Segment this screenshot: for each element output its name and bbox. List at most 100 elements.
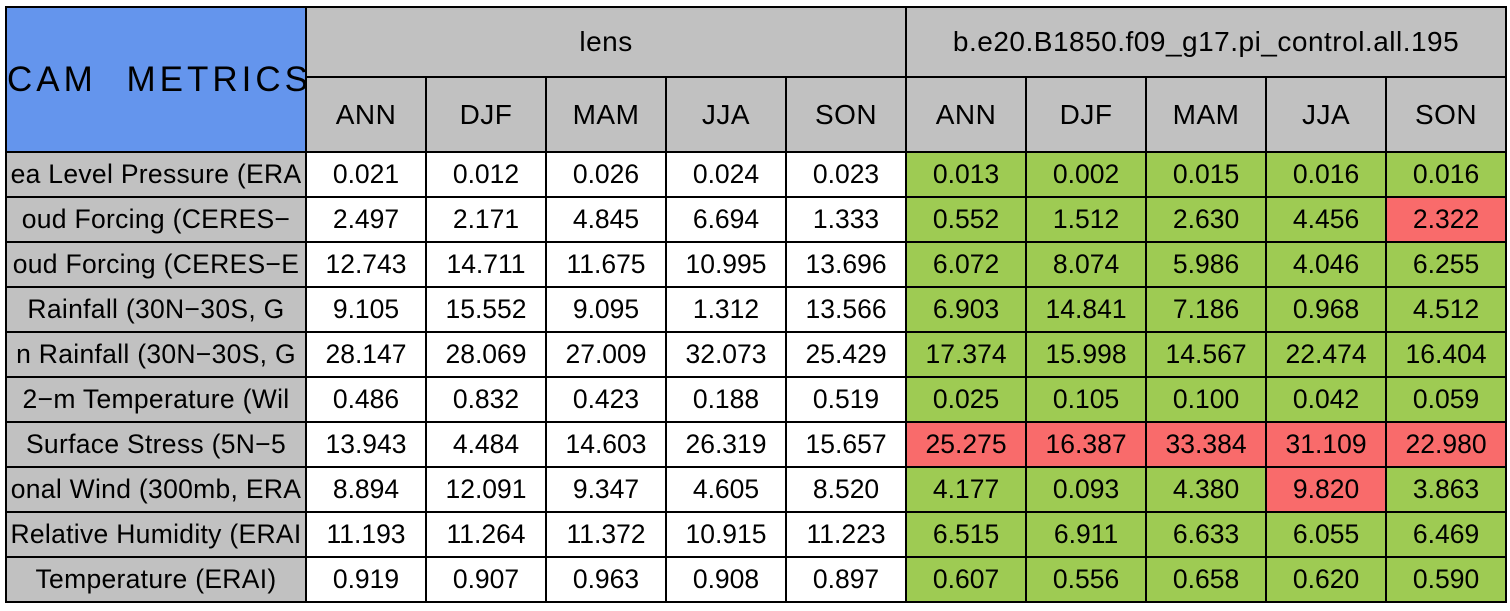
control-value-cell: 25.275 bbox=[905, 421, 1028, 468]
lens-value-cell: 27.009 bbox=[545, 331, 667, 378]
lens-value-cell: 0.907 bbox=[425, 556, 547, 603]
metric-row: oud Forcing (CERES− 2.497 2.171 4.845 6.… bbox=[5, 196, 1508, 243]
metric-row: 2−m Temperature (Wil 0.486 0.832 0.423 0… bbox=[5, 376, 1508, 423]
metric-row: onal Wind (300mb, ERA 8.894 12.091 9.347… bbox=[5, 466, 1508, 513]
lens-value-cell: 11.264 bbox=[425, 511, 547, 558]
metric-row: n Rainfall (30N−30S, G 28.147 28.069 27.… bbox=[5, 331, 1508, 378]
control-value-cell: 6.903 bbox=[905, 286, 1028, 333]
control-value-cell: 0.025 bbox=[905, 376, 1028, 423]
metric-row: Relative Humidity (ERAI 11.193 11.264 11… bbox=[5, 511, 1508, 558]
lens-value-cell: 12.091 bbox=[425, 466, 547, 513]
lens-value-cell: 13.566 bbox=[784, 286, 908, 333]
control-value-cell: 6.072 bbox=[905, 241, 1028, 288]
season-header-lens-ann: ANN bbox=[305, 76, 427, 153]
lens-value-cell: 2.171 bbox=[425, 196, 547, 243]
season-header-control-son: SON bbox=[1385, 76, 1508, 153]
season-header-lens-djf: DJF bbox=[425, 76, 547, 153]
control-value-cell: 0.607 bbox=[905, 556, 1028, 603]
control-value-cell: 0.016 bbox=[1385, 151, 1508, 198]
season-header-lens-mam: MAM bbox=[545, 76, 667, 153]
lens-value-cell: 2.497 bbox=[305, 196, 427, 243]
metric-label-cell: Rainfall (30N−30S, G bbox=[5, 286, 307, 333]
season-header-control-mam: MAM bbox=[1145, 76, 1268, 153]
control-value-cell: 6.633 bbox=[1145, 511, 1268, 558]
lens-value-cell: 9.095 bbox=[545, 286, 667, 333]
metric-label-cell: oud Forcing (CERES− bbox=[5, 196, 307, 243]
control-value-cell: 6.255 bbox=[1385, 241, 1508, 288]
lens-value-cell: 0.012 bbox=[425, 151, 547, 198]
control-value-cell: 22.474 bbox=[1265, 331, 1388, 378]
lens-value-cell: 0.486 bbox=[305, 376, 427, 423]
control-value-cell: 0.042 bbox=[1265, 376, 1388, 423]
control-value-cell: 31.109 bbox=[1265, 421, 1388, 468]
metric-label-cell: n Rainfall (30N−30S, G bbox=[5, 331, 307, 378]
control-value-cell: 0.968 bbox=[1265, 286, 1388, 333]
table-title: CAM METRICS bbox=[5, 6, 307, 153]
lens-value-cell: 0.908 bbox=[665, 556, 787, 603]
lens-value-cell: 15.657 bbox=[784, 421, 908, 468]
control-value-cell: 4.512 bbox=[1385, 286, 1508, 333]
lens-value-cell: 9.105 bbox=[305, 286, 427, 333]
table-body: ea Level Pressure (ERA 0.021 0.012 0.026… bbox=[5, 151, 1508, 603]
lens-value-cell: 10.995 bbox=[665, 241, 787, 288]
control-value-cell: 6.515 bbox=[905, 511, 1028, 558]
cam-metrics-table: CAM METRICS lens b.e20.B1850.f09_g17.pi_… bbox=[5, 6, 1508, 603]
lens-value-cell: 32.073 bbox=[665, 331, 787, 378]
control-value-cell: 0.590 bbox=[1385, 556, 1508, 603]
control-value-cell: 7.186 bbox=[1145, 286, 1268, 333]
lens-value-cell: 25.429 bbox=[784, 331, 908, 378]
metric-label-cell: 2−m Temperature (Wil bbox=[5, 376, 307, 423]
control-value-cell: 15.998 bbox=[1025, 331, 1148, 378]
control-value-cell: 6.055 bbox=[1265, 511, 1388, 558]
control-value-cell: 5.986 bbox=[1145, 241, 1268, 288]
season-header-control-ann: ANN bbox=[905, 76, 1028, 153]
control-value-cell: 1.512 bbox=[1025, 196, 1148, 243]
control-value-cell: 14.567 bbox=[1145, 331, 1268, 378]
lens-value-cell: 0.023 bbox=[784, 151, 908, 198]
lens-value-cell: 15.552 bbox=[425, 286, 547, 333]
metric-row: Temperature (ERAI) 0.919 0.907 0.963 0.9… bbox=[5, 556, 1508, 603]
control-value-cell: 4.046 bbox=[1265, 241, 1388, 288]
lens-value-cell: 10.915 bbox=[665, 511, 787, 558]
control-value-cell: 0.015 bbox=[1145, 151, 1268, 198]
lens-value-cell: 11.223 bbox=[784, 511, 908, 558]
lens-value-cell: 14.603 bbox=[545, 421, 667, 468]
season-header-control-jja: JJA bbox=[1265, 76, 1388, 153]
lens-value-cell: 26.319 bbox=[665, 421, 787, 468]
control-value-cell: 16.404 bbox=[1385, 331, 1508, 378]
lens-value-cell: 0.021 bbox=[305, 151, 427, 198]
lens-value-cell: 11.372 bbox=[545, 511, 667, 558]
lens-value-cell: 0.519 bbox=[784, 376, 908, 423]
lens-value-cell: 0.919 bbox=[305, 556, 427, 603]
control-value-cell: 33.384 bbox=[1145, 421, 1268, 468]
control-value-cell: 0.620 bbox=[1265, 556, 1388, 603]
control-value-cell: 4.380 bbox=[1145, 466, 1268, 513]
metric-row: oud Forcing (CERES−E 12.743 14.711 11.67… bbox=[5, 241, 1508, 288]
metric-label-cell: onal Wind (300mb, ERA bbox=[5, 466, 307, 513]
lens-value-cell: 13.696 bbox=[784, 241, 908, 288]
control-value-cell: 2.322 bbox=[1385, 196, 1508, 243]
control-value-cell: 8.074 bbox=[1025, 241, 1148, 288]
lens-value-cell: 4.484 bbox=[425, 421, 547, 468]
metric-row: Surface Stress (5N−5 13.943 4.484 14.603… bbox=[5, 421, 1508, 468]
metric-label-cell: Temperature (ERAI) bbox=[5, 556, 307, 603]
lens-value-cell: 4.605 bbox=[665, 466, 787, 513]
control-value-cell: 0.556 bbox=[1025, 556, 1148, 603]
lens-value-cell: 11.193 bbox=[305, 511, 427, 558]
lens-value-cell: 0.897 bbox=[784, 556, 908, 603]
control-value-cell: 4.456 bbox=[1265, 196, 1388, 243]
control-value-cell: 14.841 bbox=[1025, 286, 1148, 333]
control-value-cell: 2.630 bbox=[1145, 196, 1268, 243]
lens-value-cell: 0.832 bbox=[425, 376, 547, 423]
metric-label-cell: oud Forcing (CERES−E bbox=[5, 241, 307, 288]
lens-value-cell: 0.963 bbox=[545, 556, 667, 603]
control-value-cell: 0.105 bbox=[1025, 376, 1148, 423]
season-header-lens-jja: JJA bbox=[665, 76, 787, 153]
control-value-cell: 0.002 bbox=[1025, 151, 1148, 198]
control-value-cell: 9.820 bbox=[1265, 466, 1388, 513]
control-value-cell: 0.093 bbox=[1025, 466, 1148, 513]
season-header-control-djf: DJF bbox=[1025, 76, 1148, 153]
control-value-cell: 0.016 bbox=[1265, 151, 1388, 198]
control-value-cell: 17.374 bbox=[905, 331, 1028, 378]
